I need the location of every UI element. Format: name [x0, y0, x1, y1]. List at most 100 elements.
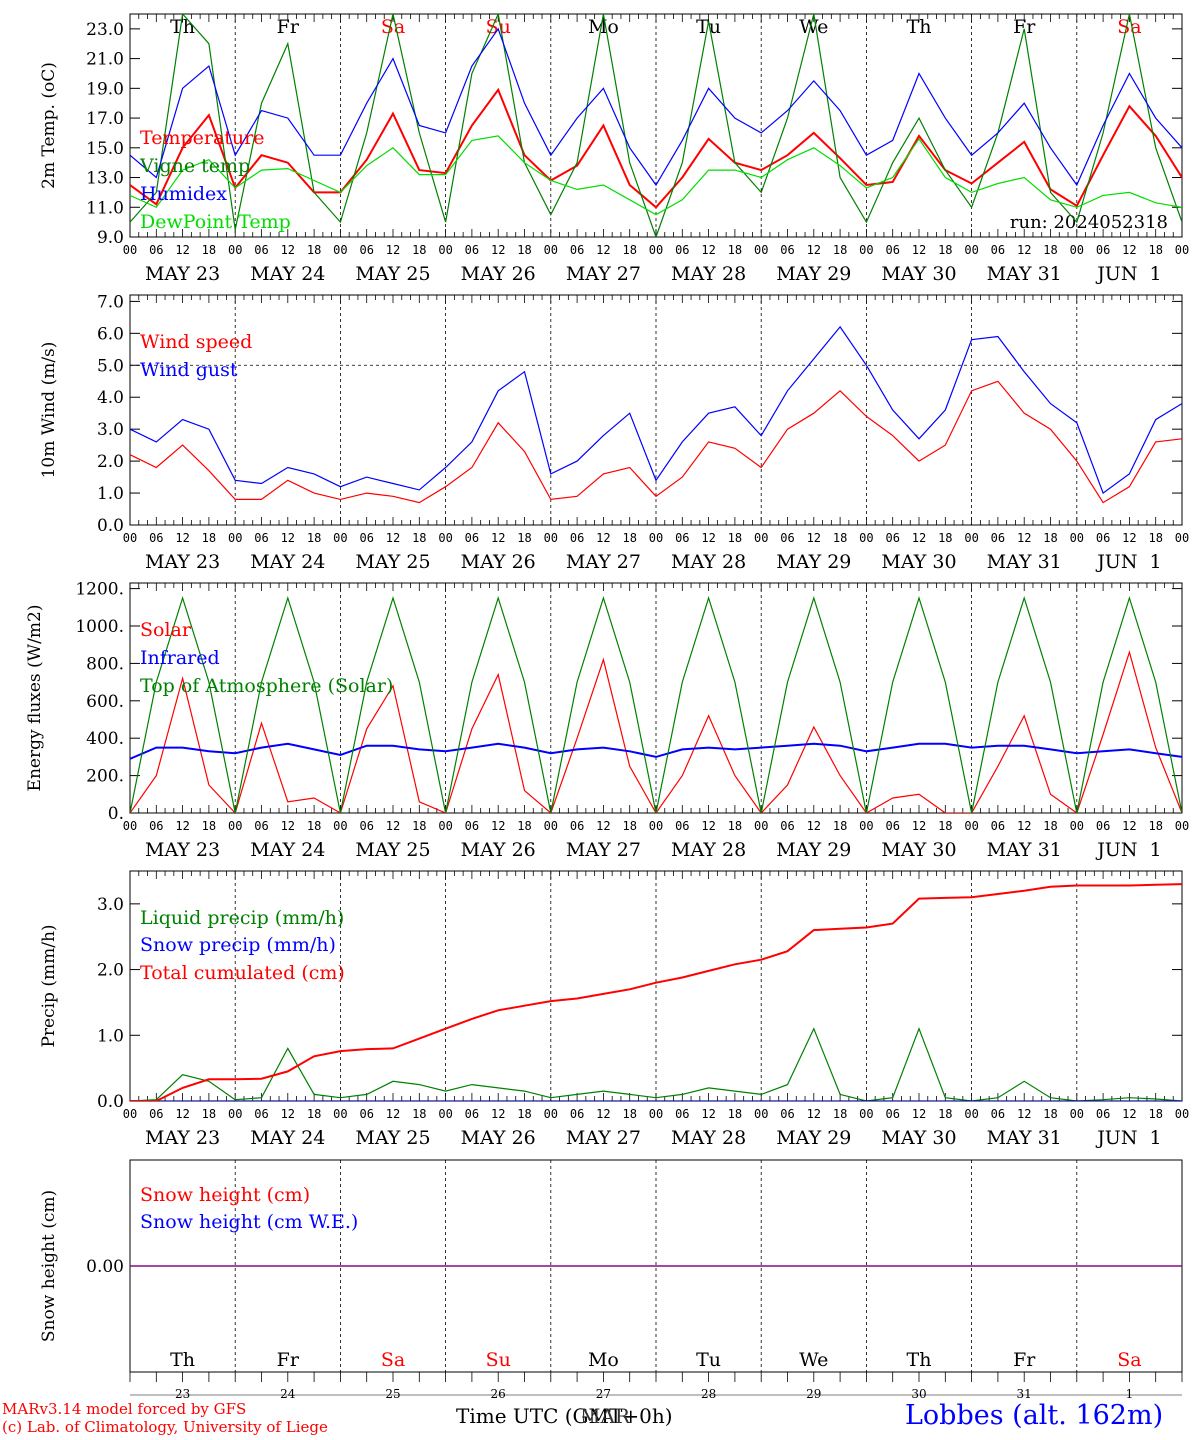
x-hour-label: 18	[833, 1107, 847, 1121]
x-day-number: 29	[806, 1387, 821, 1401]
x-hour-label: 00	[964, 531, 978, 545]
x-day-label: MAY 28	[671, 263, 746, 285]
x-hour-label: 12	[281, 531, 295, 545]
x-hour-label: 12	[807, 819, 821, 833]
x-hour-label: 00	[544, 819, 558, 833]
x-hour-label: 00	[1070, 819, 1084, 833]
legend-entry: Total cumulated (cm)	[140, 962, 345, 984]
x-hour-label: 12	[701, 531, 715, 545]
x-hour-label: 12	[1017, 531, 1031, 545]
x-hour-label: 06	[991, 1107, 1005, 1121]
x-hour-label: 18	[202, 243, 216, 257]
x-hour-label: 18	[307, 531, 321, 545]
x-hour-label: 12	[912, 819, 926, 833]
x-hour-label: 06	[570, 1107, 584, 1121]
x-axis-overlap-text: MAR	[580, 1404, 630, 1428]
series-line-1	[130, 1027, 1182, 1101]
x-hour-label: 06	[675, 531, 689, 545]
x-hour-label: 18	[517, 531, 531, 545]
x-day-name: Th	[907, 16, 932, 38]
x-hour-label: 12	[491, 1107, 505, 1121]
x-hour-label: 18	[622, 243, 636, 257]
x-hour-label: 12	[281, 243, 295, 257]
x-hour-label: 12	[386, 243, 400, 257]
model-line: MARv3.14 model forced by GFS	[2, 1400, 247, 1418]
x-day-number: 24	[280, 1387, 296, 1401]
x-day-label: MAY 26	[461, 839, 536, 861]
x-hour-label: 00	[333, 1107, 347, 1121]
x-hour-label: 18	[202, 1107, 216, 1121]
x-hour-label: 06	[675, 819, 689, 833]
y-tick-label: 2.0	[97, 452, 124, 472]
x-hour-label: 18	[1148, 243, 1162, 257]
x-day-label: MAY 27	[566, 839, 641, 861]
x-hour-label: 06	[675, 1107, 689, 1121]
legend-entry: Wind speed	[140, 331, 252, 353]
x-hour-label: 00	[333, 243, 347, 257]
x-day-name: Sa	[381, 16, 405, 38]
x-hour-label: 18	[728, 243, 742, 257]
x-day-label: MAY 27	[566, 551, 641, 573]
x-hour-label: 06	[885, 1107, 899, 1121]
x-day-label: MAY 23	[145, 1127, 220, 1149]
legend-entry: Snow precip (mm/h)	[140, 934, 336, 956]
y-axis-title: Precip (mm/h)	[39, 924, 59, 1047]
x-hour-label: 18	[1043, 531, 1057, 545]
x-day-label: MAY 23	[145, 839, 220, 861]
x-day-number: 25	[385, 1387, 400, 1401]
x-axis-title: Time UTC (GMT+0h)	[456, 1404, 673, 1428]
x-day-name: Su	[486, 1349, 511, 1371]
x-hour-label: 00	[964, 243, 978, 257]
x-hour-label: 12	[491, 819, 505, 833]
x-hour-label: 18	[833, 243, 847, 257]
x-hour-label: 18	[412, 243, 426, 257]
y-tick-label: 200.	[86, 767, 124, 787]
x-day-label: MAY 27	[566, 1127, 641, 1149]
panel-1-frame	[129, 13, 1183, 238]
x-day-label: MAY 28	[671, 551, 746, 573]
x-hour-label: 06	[254, 819, 268, 833]
x-hour-label: 12	[596, 1107, 610, 1121]
x-hour-label: 00	[649, 819, 663, 833]
x-hour-label: 12	[1017, 243, 1031, 257]
x-hour-label: 00	[859, 819, 873, 833]
y-axis-title: 2m Temp. (oC)	[39, 62, 59, 189]
x-hour-label: 12	[1017, 819, 1031, 833]
x-day-name: Fr	[277, 1349, 300, 1371]
x-day-label: MAY 30	[881, 263, 956, 285]
legend-entry: Liquid precip (mm/h)	[140, 907, 344, 929]
x-hour-label: 00	[964, 819, 978, 833]
y-tick-label: 19.0	[86, 79, 124, 99]
x-hour-label: 18	[1148, 819, 1162, 833]
y-tick-label: 7.0	[97, 292, 124, 312]
x-hour-label: 18	[938, 1107, 952, 1121]
x-hour-label: 06	[254, 243, 268, 257]
x-hour-label: 00	[228, 1107, 242, 1121]
x-day-label: MAY 24	[250, 551, 325, 573]
x-day-name: Th	[170, 1349, 195, 1371]
legend-entry: Infrared	[140, 647, 220, 669]
x-hour-label: 18	[938, 819, 952, 833]
x-hour-label: 00	[123, 1107, 137, 1121]
x-hour-label: 18	[307, 243, 321, 257]
x-day-label: JUN 1	[1095, 263, 1161, 285]
legend-entry: DewPoint Temp	[140, 211, 291, 233]
x-hour-label: 12	[386, 531, 400, 545]
x-hour-label: 00	[649, 243, 663, 257]
x-hour-label: 18	[307, 819, 321, 833]
x-hour-label: 18	[833, 819, 847, 833]
x-hour-label: 12	[1017, 1107, 1031, 1121]
x-hour-label: 06	[885, 531, 899, 545]
x-day-label: MAY 29	[776, 1127, 851, 1149]
x-hour-label: 00	[1070, 243, 1084, 257]
y-tick-label: 3.0	[97, 420, 124, 440]
x-hour-label: 00	[1070, 1107, 1084, 1121]
y-tick-label: 1.0	[97, 484, 124, 504]
y-tick-label: 3.0	[97, 895, 124, 915]
y-tick-label: 1000.	[75, 617, 124, 637]
x-day-label: MAY 23	[145, 263, 220, 285]
y-tick-label: 9.0	[97, 228, 124, 248]
y-tick-label: 17.0	[86, 109, 124, 129]
x-hour-label: 18	[728, 819, 742, 833]
